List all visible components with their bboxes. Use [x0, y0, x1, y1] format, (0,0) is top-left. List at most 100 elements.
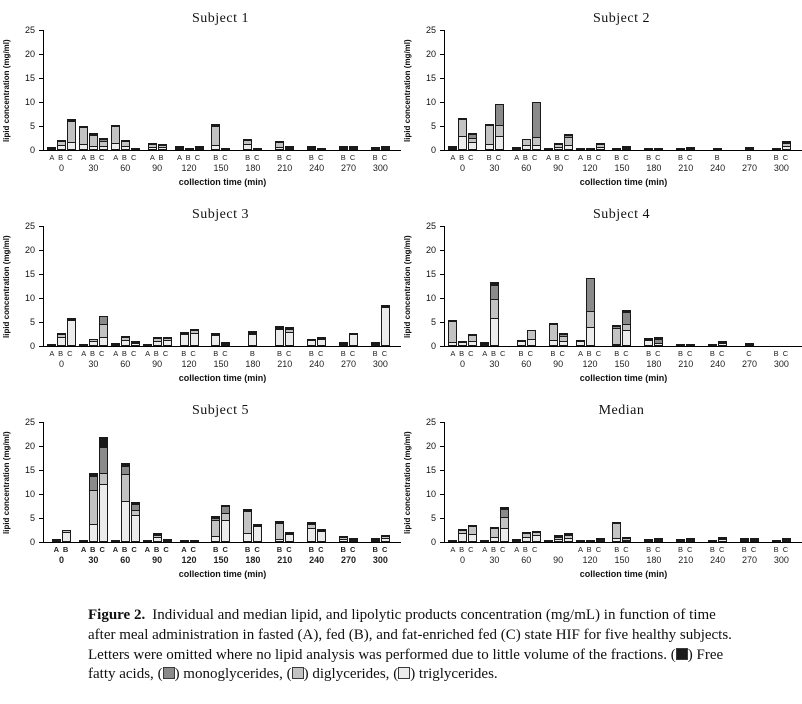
bar-segment	[275, 329, 285, 346]
bar-stack-row	[543, 422, 573, 542]
bar-segment	[189, 333, 199, 346]
bar-group: A B C 120	[575, 226, 605, 370]
group-letters: A B C	[113, 153, 138, 162]
stacked-bar	[745, 343, 755, 346]
bar-stack-row	[307, 226, 327, 346]
monoglycerides-swatch-icon	[162, 667, 175, 680]
bar-segment	[781, 146, 791, 150]
bar-segment	[531, 535, 541, 542]
stacked-bar	[221, 505, 231, 542]
group-time-label: 270	[341, 359, 357, 369]
bar-segment	[585, 278, 595, 312]
group-time-label: 270	[341, 163, 357, 173]
stacked-bar	[152, 337, 162, 346]
bar-stack-row	[740, 422, 760, 542]
group-letters: B C	[276, 153, 293, 162]
stacked-bar	[179, 540, 189, 542]
y-tick-mark	[440, 322, 444, 323]
bar-stack-row	[275, 226, 295, 346]
bar-segment	[489, 537, 499, 542]
y-tick-label: 25	[24, 417, 35, 427]
bar-segment	[622, 148, 632, 150]
stacked-bar	[676, 539, 686, 542]
bar-segment	[750, 540, 760, 542]
bar-segment	[489, 285, 499, 300]
stacked-bar	[644, 148, 654, 150]
group-letters: A B C	[577, 545, 603, 554]
bar-segment	[78, 540, 88, 542]
y-tick-mark	[39, 30, 43, 31]
bar-segment	[676, 148, 686, 150]
stacked-bar	[110, 540, 120, 542]
stacked-bar	[526, 330, 536, 346]
stacked-bar	[275, 326, 285, 346]
group-time-label: 300	[773, 359, 789, 369]
bar-group: B 180	[238, 226, 267, 370]
stacked-bar	[211, 516, 221, 542]
bar-segment	[654, 343, 664, 346]
stacked-bar	[221, 148, 231, 150]
bar-group: B C 210	[671, 422, 700, 566]
stacked-bar	[595, 538, 605, 542]
stacked-bar	[317, 529, 327, 542]
group-letters: B C	[614, 153, 630, 162]
bar-segment	[211, 126, 221, 146]
stacked-bar	[120, 336, 130, 346]
group-time-label: 120	[181, 359, 197, 369]
y-tick-label: 10	[425, 293, 436, 303]
group-time-label: 30	[489, 359, 500, 369]
bar-segment	[489, 318, 499, 346]
group-time-label: 210	[277, 163, 293, 173]
stacked-bar	[771, 540, 781, 542]
stacked-bar	[585, 278, 595, 346]
bar-stack-row	[78, 422, 108, 542]
bar-group: B C 210	[671, 30, 700, 174]
stacked-bar	[189, 329, 199, 346]
bar-stack-row	[543, 30, 573, 150]
group-time-label: 120	[181, 163, 197, 173]
bar-stack-row	[248, 226, 258, 346]
bar-segment	[47, 147, 56, 150]
stacked-bar	[458, 118, 467, 150]
bar-segment	[575, 148, 585, 150]
y-tick-label: 25	[425, 221, 436, 231]
bar-segment	[644, 539, 654, 542]
group-letters: A B C	[81, 153, 106, 162]
bar-segment	[380, 538, 390, 542]
bar-segment	[548, 340, 558, 346]
bar-segment	[189, 540, 199, 542]
stacked-bar	[67, 318, 76, 346]
stacked-bar	[110, 125, 120, 150]
bar-segment	[370, 147, 380, 150]
bar-stack-row	[339, 30, 359, 150]
y-axis-label: lipid concentration (mg/ml)	[2, 39, 11, 143]
stacked-bar	[285, 532, 295, 542]
group-time-label: 300	[372, 555, 388, 565]
group-letters: B C	[773, 153, 790, 162]
bar-segment	[489, 299, 499, 319]
bar-group: B C 240	[703, 422, 732, 566]
y-tick-label: 10	[24, 489, 35, 499]
group-time-label: 180	[646, 555, 662, 565]
bar-segment	[98, 484, 108, 542]
group-time-label: 300	[372, 163, 388, 173]
bar-segment	[88, 524, 98, 542]
group-letters: B C	[340, 349, 357, 358]
bar-stack-row	[708, 226, 728, 346]
y-tick-label: 25	[425, 417, 436, 427]
bar-stack-row	[676, 422, 696, 542]
chart-subject-1: Subject 1 lipid concentration (mg/ml) 0 5 10…	[0, 6, 401, 202]
bar-segment	[317, 531, 327, 542]
bar-stack-row	[612, 226, 632, 346]
stacked-bar	[575, 340, 585, 346]
stacked-bar	[47, 147, 56, 150]
bar-segment	[307, 340, 317, 346]
bar-stack-row	[110, 30, 140, 150]
group-time-label: 240	[309, 163, 325, 173]
group-time-label: 120	[582, 555, 598, 565]
bar-segment	[745, 147, 755, 150]
group-time-label: 60	[521, 359, 532, 369]
bar-segment	[686, 344, 696, 346]
